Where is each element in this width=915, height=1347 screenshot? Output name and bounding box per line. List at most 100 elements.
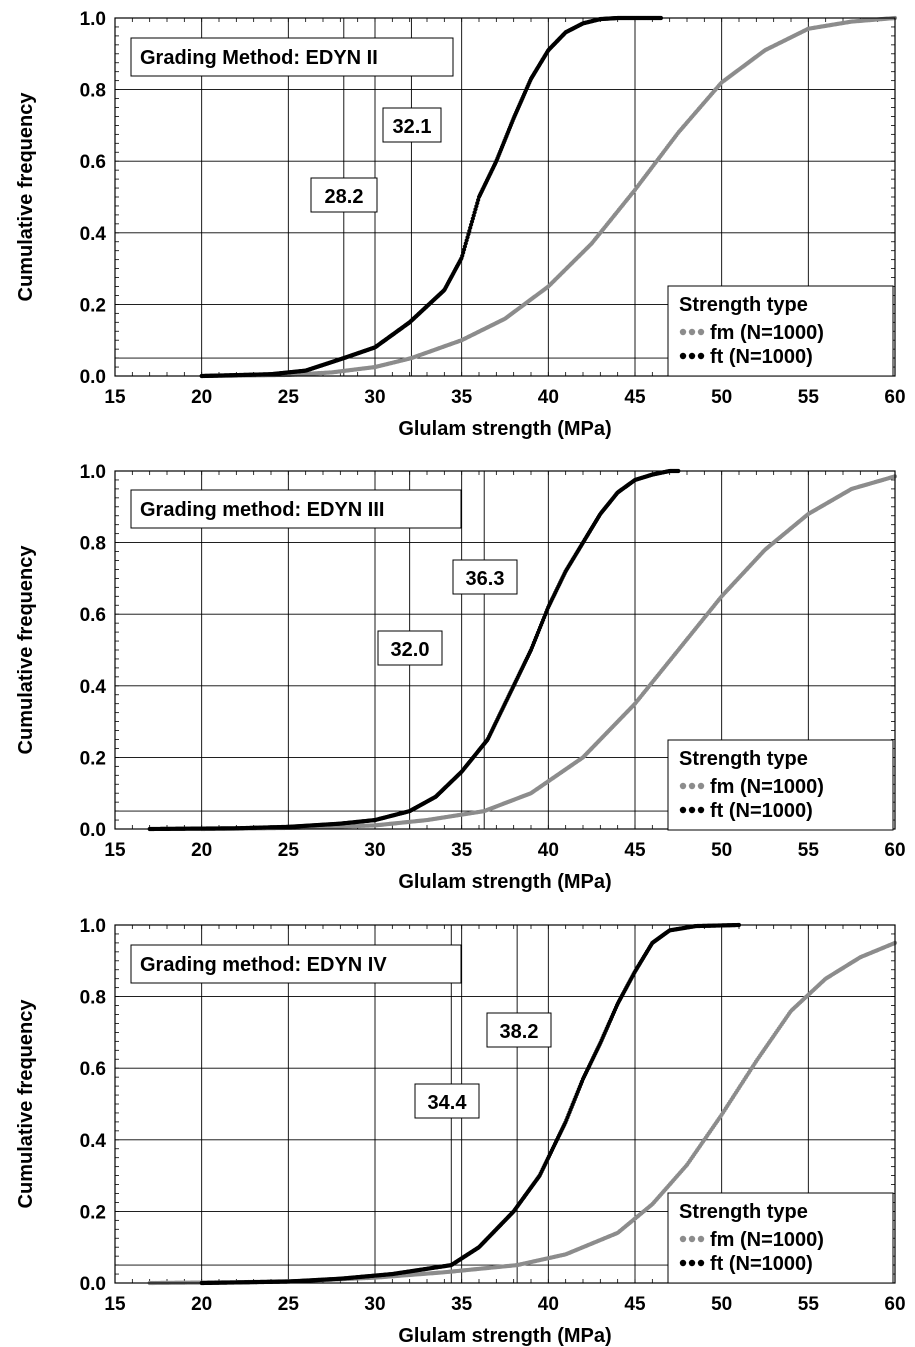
legend-entry: fm (N=1000) xyxy=(710,1229,824,1251)
legend-marker xyxy=(679,328,687,336)
y-tick-label: 1.0 xyxy=(80,916,106,937)
legend-box xyxy=(667,285,894,377)
x-tick-label: 60 xyxy=(884,1294,905,1315)
legend-marker xyxy=(688,806,696,814)
x-tick-label: 60 xyxy=(884,840,905,861)
panel-1: 15 20 25 30 35 40 45 50 55 60 0.0 0.2 0.4 0.6 0.8 1.0 Gl… xyxy=(15,9,906,440)
annotation-box xyxy=(377,630,443,666)
legend-entry: ft (N=1000) xyxy=(710,346,813,368)
x-axis-label: Glulam strength (MPa) xyxy=(398,1325,611,1347)
x-tick-label: 50 xyxy=(711,840,732,861)
y-tick-label: 0.6 xyxy=(80,1059,106,1080)
legend: Strength type fm (N=1000)ft (N=1000) xyxy=(667,1192,894,1284)
annotation-box xyxy=(382,107,442,143)
x-tick-label: 50 xyxy=(711,387,732,408)
panel-label-box xyxy=(130,489,462,529)
legend-marker xyxy=(697,782,705,790)
x-tick-label: 35 xyxy=(451,840,473,861)
y-tick-label: 0.0 xyxy=(80,820,106,841)
y-tick-label: 0.2 xyxy=(80,1202,106,1223)
x-tick-label: 40 xyxy=(538,840,559,861)
x-tick-label: 25 xyxy=(278,1294,300,1315)
panel-2: 15 20 25 30 35 40 45 50 55 60 0.0 0.2 0.4 0.6 0.8 1.0 Gl… xyxy=(15,462,906,893)
y-tick-label: 0.2 xyxy=(80,295,106,316)
legend-box xyxy=(667,739,894,831)
legend-marker xyxy=(679,806,687,814)
legend-marker xyxy=(697,1235,705,1243)
x-tick-label: 35 xyxy=(451,1294,473,1315)
legend-marker xyxy=(688,328,696,336)
x-tick-label: 40 xyxy=(538,1294,559,1315)
legend-marker xyxy=(679,1259,687,1267)
annotation-label: 32.0 xyxy=(391,639,430,661)
panel-label: Grading method: EDYN III xyxy=(140,499,384,521)
y-tick-label: 0.0 xyxy=(80,367,106,388)
legend-marker xyxy=(679,782,687,790)
panel-label: Grading method: EDYN IV xyxy=(140,954,387,976)
y-tick-label: 0.4 xyxy=(80,224,107,245)
annotation-box xyxy=(452,559,518,595)
x-tick-label: 30 xyxy=(364,1294,385,1315)
annotation-label: 34.4 xyxy=(428,1092,468,1114)
y-tick-label: 0.8 xyxy=(80,988,106,1009)
legend-entry: ft (N=1000) xyxy=(710,800,813,822)
panel-label-box xyxy=(130,37,454,77)
legend-entry: fm (N=1000) xyxy=(710,776,824,798)
annotation-box xyxy=(310,177,378,213)
y-tick-label: 0.2 xyxy=(80,748,106,769)
y-tick-label: 0.6 xyxy=(80,605,106,626)
x-tick-label: 15 xyxy=(104,840,126,861)
x-tick-label: 40 xyxy=(538,387,559,408)
x-tick-label: 55 xyxy=(798,387,820,408)
legend-marker xyxy=(679,1235,687,1243)
y-tick-label: 1.0 xyxy=(80,462,106,483)
x-tick-label: 15 xyxy=(104,1294,126,1315)
legend-title: Strength type xyxy=(679,294,808,316)
y-axis-label: Cumulative frequency xyxy=(15,545,37,755)
y-tick-label: 0.8 xyxy=(80,81,106,102)
legend-marker xyxy=(688,1259,696,1267)
panel-label: Grading Method: EDYN II xyxy=(140,47,378,69)
x-tick-label: 20 xyxy=(191,840,212,861)
annotation-label: 38.2 xyxy=(500,1021,539,1043)
x-tick-label: 60 xyxy=(884,387,905,408)
x-tick-label: 15 xyxy=(104,387,126,408)
y-tick-label: 1.0 xyxy=(80,9,106,30)
x-axis-label: Glulam strength (MPa) xyxy=(398,418,611,440)
legend-marker xyxy=(688,1235,696,1243)
x-tick-label: 20 xyxy=(191,387,212,408)
annotation-label: 28.2 xyxy=(325,186,364,208)
legend-title: Strength type xyxy=(679,1201,808,1223)
y-tick-label: 0.4 xyxy=(80,1131,107,1152)
x-tick-label: 30 xyxy=(364,840,385,861)
x-tick-label: 45 xyxy=(624,1294,646,1315)
x-tick-label: 55 xyxy=(798,840,820,861)
y-tick-label: 0.8 xyxy=(80,534,106,555)
x-tick-label: 55 xyxy=(798,1294,820,1315)
legend-marker xyxy=(688,352,696,360)
y-tick-label: 0.4 xyxy=(80,677,107,698)
legend-marker xyxy=(688,782,696,790)
y-axis-label: Cumulative frequency xyxy=(15,999,37,1209)
x-axis-label: Glulam strength (MPa) xyxy=(398,871,611,893)
legend-entry: ft (N=1000) xyxy=(710,1253,813,1275)
annotation-label: 36.3 xyxy=(466,568,505,590)
y-axis-label: Cumulative frequency xyxy=(15,92,37,302)
legend: Strength type fm (N=1000)ft (N=1000) xyxy=(667,739,894,831)
x-tick-label: 35 xyxy=(451,387,473,408)
legend-title: Strength type xyxy=(679,748,808,770)
x-tick-label: 20 xyxy=(191,1294,212,1315)
plot-frame xyxy=(114,470,896,830)
legend-entry: fm (N=1000) xyxy=(710,322,824,344)
legend-marker xyxy=(697,806,705,814)
panel-3: 15 20 25 30 35 40 45 50 55 60 0.0 0.2 0.4 0.6 0.8 1.0 Gl… xyxy=(15,916,906,1347)
x-tick-label: 45 xyxy=(624,387,646,408)
x-tick-label: 30 xyxy=(364,387,385,408)
x-tick-label: 25 xyxy=(278,840,300,861)
x-tick-label: 45 xyxy=(624,840,646,861)
legend-marker xyxy=(697,328,705,336)
x-tick-label: 50 xyxy=(711,1294,732,1315)
legend: Strength type fm (N=1000)ft (N=1000) xyxy=(667,285,894,377)
y-tick-label: 0.6 xyxy=(80,152,106,173)
legend-marker xyxy=(697,1259,705,1267)
